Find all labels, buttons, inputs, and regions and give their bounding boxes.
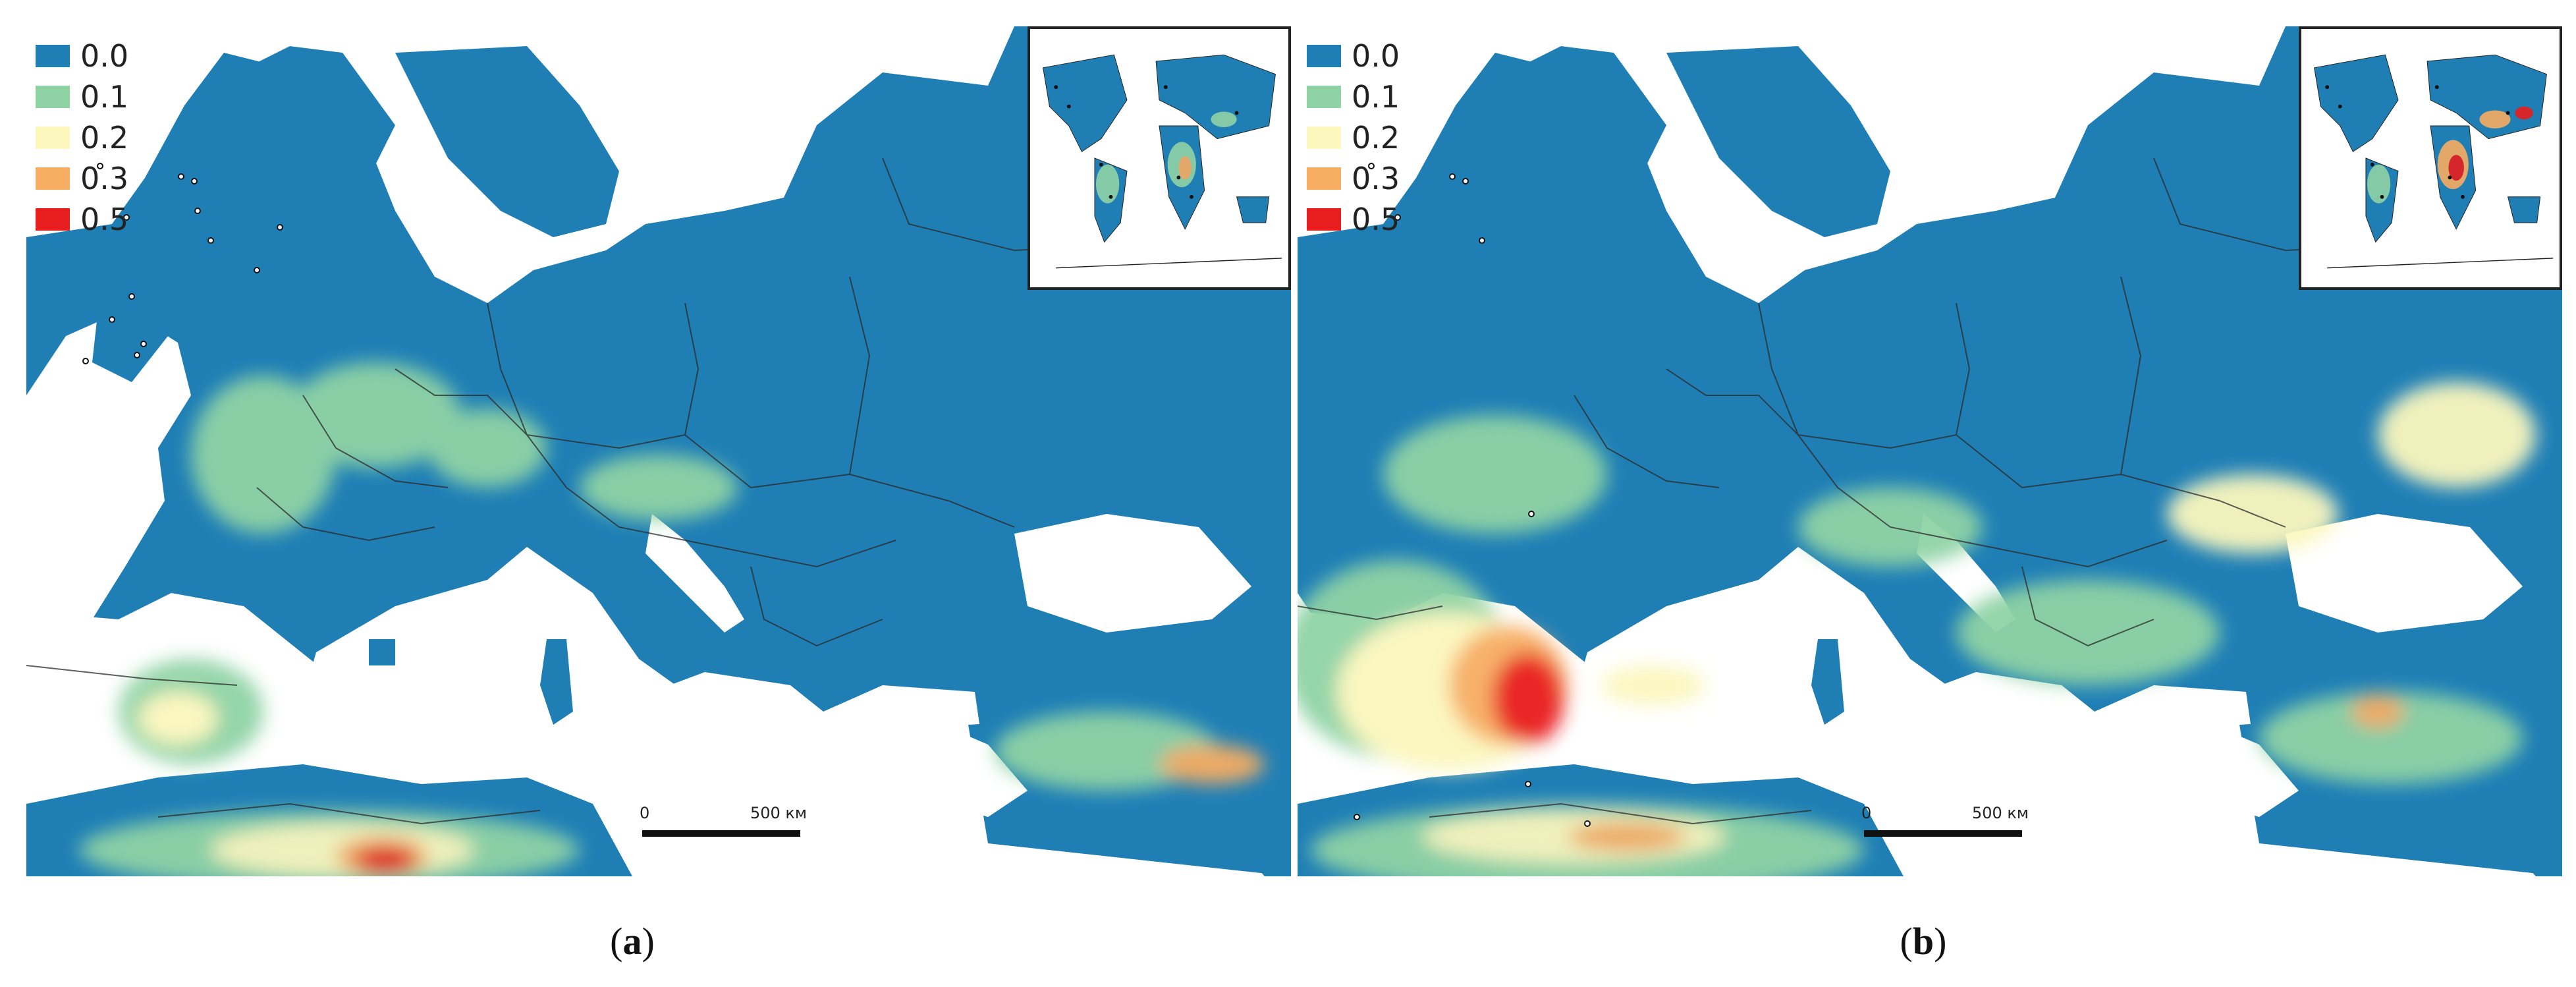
legend-item: 0.5 [36, 199, 128, 240]
occurrence-points [1354, 163, 1591, 827]
map-panel-a: 0.0 0.1 0.2 0.3 0.5 [26, 26, 1291, 876]
country-borders [26, 157, 1278, 825]
map-panel-b: 0.0 0.1 0.2 0.3 0.5 [1298, 26, 2562, 876]
legend-label: 0.3 [80, 161, 129, 196]
scale-bar-b: 0 500 км [1861, 804, 2029, 837]
suitability-overlay [79, 362, 1265, 876]
legend-label: 0.5 [80, 202, 129, 237]
country-borders [1298, 157, 2550, 825]
legend-item: 0.2 [1307, 117, 1400, 158]
caption-b: (b) [1857, 919, 1989, 963]
world-inset-svg [1043, 54, 1282, 269]
legend-swatch [1307, 127, 1341, 149]
legend-label: 0.2 [1352, 120, 1400, 155]
legend-a: 0.0 0.1 0.2 0.3 0.5 [36, 36, 128, 240]
europe-map-b [1298, 26, 2562, 876]
legend-label: 0.1 [80, 79, 129, 115]
scale-label-max: 500 км [1971, 804, 2029, 822]
caption-letter: b [1912, 920, 1934, 963]
caption-close: ) [642, 920, 655, 963]
scale-bar-line [1864, 830, 2022, 837]
scale-label-zero: 0 [640, 804, 650, 822]
legend-item: 0.1 [1307, 76, 1400, 117]
legend-swatch [36, 127, 70, 149]
caption-letter: a [622, 920, 642, 963]
legend-swatch [1307, 208, 1341, 231]
caption-a: (a) [566, 919, 698, 963]
scale-bar-a: 0 500 км [640, 804, 807, 837]
legend-label: 0.0 [80, 38, 129, 74]
occurrence-points [82, 163, 283, 364]
legend-swatch [1307, 86, 1341, 108]
caption-open: ( [610, 920, 623, 963]
legend-swatch [36, 167, 70, 190]
suitability-overlay [1298, 382, 2536, 876]
caption-open: ( [1900, 920, 1913, 963]
legend-swatch [1307, 167, 1341, 190]
legend-item: 0.5 [1307, 199, 1400, 240]
legend-item: 0.0 [36, 36, 128, 76]
world-inset-svg [2314, 54, 2554, 269]
legend-swatch [36, 208, 70, 231]
legend-item: 0.3 [36, 158, 128, 199]
scale-label-zero: 0 [1861, 804, 1872, 822]
legend-swatch [36, 45, 70, 67]
legend-item: 0.0 [1307, 36, 1400, 76]
legend-label: 0.2 [80, 120, 129, 155]
europe-map-a [26, 26, 1291, 876]
world-inset-map-a [1028, 26, 1291, 290]
legend-label: 0.3 [1352, 161, 1400, 196]
legend-item: 0.2 [36, 117, 128, 158]
legend-swatch [36, 86, 70, 108]
scale-bar-line [642, 830, 800, 837]
legend-b: 0.0 0.1 0.2 0.3 0.5 [1307, 36, 1400, 240]
legend-label: 0.0 [1352, 38, 1400, 74]
legend-swatch [1307, 45, 1341, 67]
world-inset-map-b [2299, 26, 2562, 290]
legend-label: 0.5 [1352, 202, 1400, 237]
legend-label: 0.1 [1352, 79, 1400, 115]
legend-item: 0.1 [36, 76, 128, 117]
caption-close: ) [1934, 920, 1947, 963]
legend-item: 0.3 [1307, 158, 1400, 199]
scale-label-max: 500 км [750, 804, 807, 822]
